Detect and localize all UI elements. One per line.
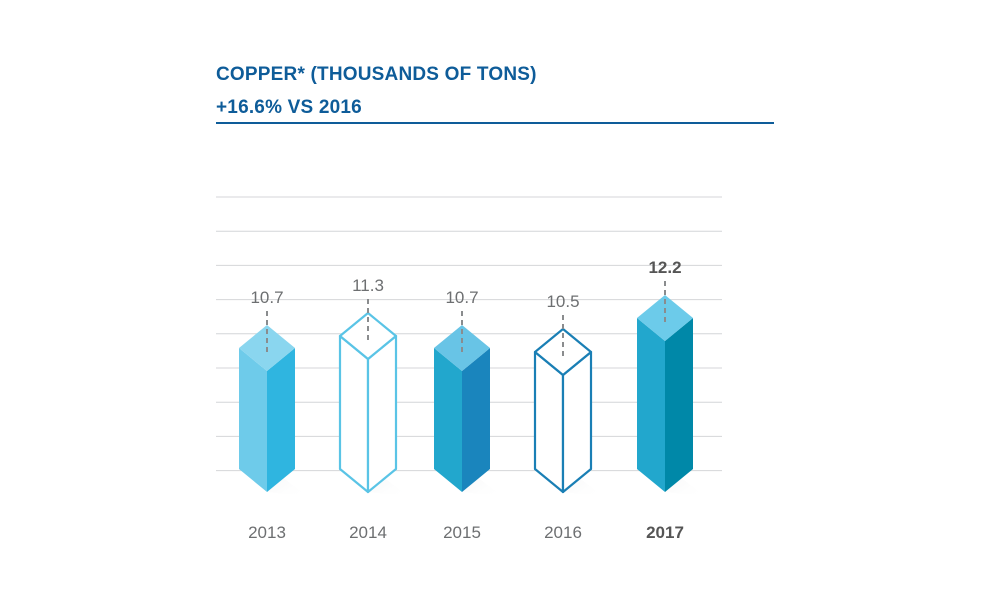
bar-side-face: [366, 334, 398, 494]
bar-2014: [338, 311, 398, 494]
x-axis-labels: 2013 2014 2015 2016 2017: [248, 523, 684, 542]
chart-title: COPPER* (THOUSANDS OF TONS): [216, 64, 537, 85]
value-label: 10.7: [445, 288, 478, 307]
bar-side-face: [665, 318, 693, 492]
bar-side-face: [462, 348, 490, 492]
x-tick-label: 2013: [248, 523, 286, 542]
bar-front-face: [239, 348, 267, 492]
value-labels: 10.7 11.3 10.7 10.5 12.2: [250, 258, 682, 360]
value-label: 10.7: [250, 288, 283, 307]
bar-front-face: [338, 334, 370, 494]
value-label: 11.3: [352, 276, 384, 295]
value-label: 12.2: [648, 258, 681, 277]
title-underline: [216, 122, 774, 124]
bar-2017: [637, 295, 693, 492]
bar-side-face: [267, 348, 295, 492]
bars: [239, 295, 693, 494]
x-tick-label: 2014: [349, 523, 387, 542]
bar-side-face: [561, 350, 593, 494]
x-tick-label: 2017: [646, 523, 684, 542]
bar-front-face: [637, 318, 665, 492]
x-tick-label: 2015: [443, 523, 481, 542]
bar-front-face: [434, 348, 462, 492]
value-label: 10.5: [546, 292, 579, 311]
bar-2015: [434, 325, 490, 492]
chart-subtitle: +16.6% VS 2016: [216, 97, 362, 118]
bar-front-face: [533, 350, 565, 494]
x-tick-label: 2016: [544, 523, 582, 542]
